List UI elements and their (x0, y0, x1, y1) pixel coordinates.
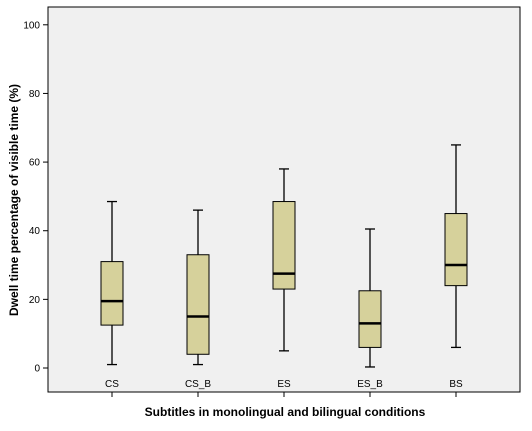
box-es-b (358, 228, 382, 368)
y-tick-label: 100 (23, 20, 40, 31)
box-series (100, 144, 468, 368)
y-tick-label: 80 (29, 89, 41, 100)
x-tick-label: BS (449, 379, 463, 390)
y-tick-label: 40 (29, 226, 41, 237)
y-tick-label: 0 (34, 364, 40, 375)
box-cs (100, 200, 124, 366)
x-tick-label: ES (277, 379, 291, 390)
y-axis: 0 20 40 60 80 100 (23, 20, 48, 375)
interquartile-box (186, 254, 210, 355)
y-tick-label: 20 (29, 295, 41, 306)
x-tick-label: CS_B (185, 379, 211, 390)
box-cs-b (186, 209, 210, 366)
y-tick-label: 60 (29, 158, 41, 169)
interquartile-box (272, 201, 296, 290)
box-bs (444, 144, 468, 349)
x-axis-label: Subtitles in monolingual and bilingual c… (145, 405, 426, 419)
interquartile-box (358, 290, 382, 348)
interquartile-box (444, 213, 468, 287)
interquartile-box (100, 261, 124, 326)
x-tick-label: CS (105, 379, 119, 390)
y-axis-label: Dwell time percentage of visible time (%… (7, 84, 21, 316)
box-es (272, 168, 296, 352)
x-axis: CS CS_B ES ES_B BS (105, 379, 463, 397)
x-tick-label: ES_B (357, 379, 383, 390)
